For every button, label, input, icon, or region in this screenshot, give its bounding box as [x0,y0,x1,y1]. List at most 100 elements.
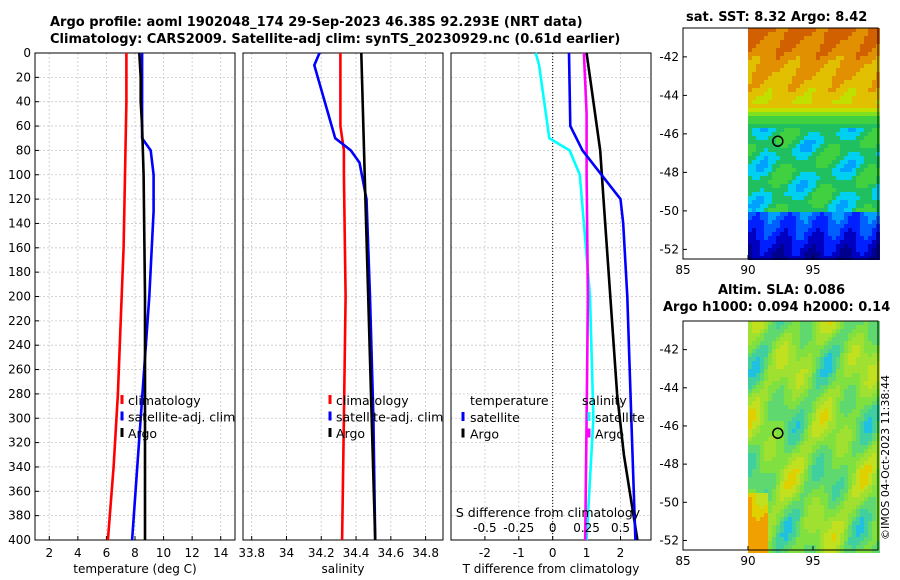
sla-map-pixel [800,493,804,497]
sst-map-pixel [792,48,796,52]
sst-map-pixel [784,184,788,188]
sla-map-pixel [820,533,824,537]
sst-map-pixel [860,164,864,168]
sla-map-pixel [796,525,800,529]
sst-map-pixel [852,216,856,220]
sst-map-pixel [852,252,856,256]
sst-map-pixel [840,220,844,224]
sla-map-pixel [836,417,840,421]
sla-map-pixel [824,497,828,501]
sla-map-pixel [832,433,836,437]
sst-map-frame [682,27,879,260]
sla-map-pixel [872,489,876,493]
sla-map-pixel [816,497,820,501]
sst-map-pixel [792,152,796,156]
sst-map-pixel [768,36,772,40]
sla-map-pixel [872,481,876,485]
sst-map-pixel [796,180,800,184]
sla-map-pixel [756,473,760,477]
sla-map-pixel [840,489,844,493]
sla-map-pixel [800,449,804,453]
sst-map-pixel [760,76,764,80]
sst-map-pixel [824,220,828,224]
depth-tick-label: 120 [8,192,31,206]
difference-x-tick-label: -2 [479,546,491,560]
sst-map-pixel [796,108,800,112]
sla-map-pixel [808,425,812,429]
sla-map-pixel [784,321,788,325]
sla-map-pixel [752,365,756,369]
sla-map-pixel [808,485,812,489]
sst-map-pixel [856,56,860,60]
sst-map-pixel [812,60,816,64]
sla-map-pixel [824,537,828,541]
sla-map-pixel [864,541,868,545]
sla-map-pixel [820,453,824,457]
sst-map-pixel [828,76,832,80]
sla-map-pixel [844,369,848,373]
sla-map-pixel [756,529,760,533]
sla-map-pixel [800,417,804,421]
sst-map-pixel [872,124,876,128]
sla-map-pixel [788,529,792,533]
sst-map-pixel [820,228,824,232]
sst-map-pixel [812,52,816,56]
sst-map-float-marker [772,135,784,147]
sla-map-pixel [848,397,852,401]
sla-map-pixel [780,409,784,413]
sst-map-pixel [856,100,860,104]
sla-map-pixel [860,341,864,345]
sla-map-pixel [792,393,796,397]
sst-map-pixel [836,164,840,168]
sst-map-pixel [780,52,784,56]
sst-map-pixel [764,132,768,136]
sst-map-pixel [872,164,876,168]
sst-map-pixel [756,140,760,144]
sla-map-pixel [756,545,760,549]
sla-map-pixel [804,345,808,349]
sla-map-pixel [788,457,792,461]
sla-map-pixel [796,473,800,477]
sst-map-pixel [788,100,792,104]
sla-map-pixel [856,505,860,509]
sla-map-pixel [824,533,828,537]
sst-map-pixel [760,256,764,260]
sst-map-pixel [804,28,808,32]
sst-map-pixel [760,168,764,172]
sla-map-pixel [796,513,800,517]
sla-map-pixel [784,437,788,441]
sst-map-pixel [788,240,792,244]
sla-map-pixel [792,349,796,353]
sst-map-pixel [800,40,804,44]
sst-map-pixel [764,140,768,144]
sla-map-pixel [768,377,772,381]
sla-map-pixel [760,513,764,517]
sla-map-pixel [788,361,792,365]
sla-map-pixel [768,421,772,425]
sst-map-pixel [848,104,852,108]
sst-map-pixel [772,32,776,36]
sst-map-pixel [792,256,796,260]
sla-map-pixel [840,501,844,505]
sst-map-pixel [764,96,768,100]
sla-map-pixel [784,549,788,553]
sst-map-pixel [804,72,808,76]
sst-map-pixel [868,204,872,208]
sst-map-pixel [808,156,812,160]
sst-map-pixel [776,180,780,184]
sla-map-pixel [784,445,788,449]
sst-map-pixel [776,240,780,244]
sst-map-pixel [768,256,772,260]
sst-map-pixel [808,140,812,144]
sla-map-pixel [812,533,816,537]
sst-map-pixel [856,140,860,144]
sla-map-pixel [844,545,848,549]
sla-map-pixel [852,389,856,393]
sst-map-pixel [796,160,800,164]
sst-map-pixel [796,80,800,84]
sst-map-pixel [832,36,836,40]
sst-map-pixel [796,152,800,156]
sla-map-pixel [872,465,876,469]
sst-map-pixel [812,32,816,36]
sla-map-pixel [756,365,760,369]
